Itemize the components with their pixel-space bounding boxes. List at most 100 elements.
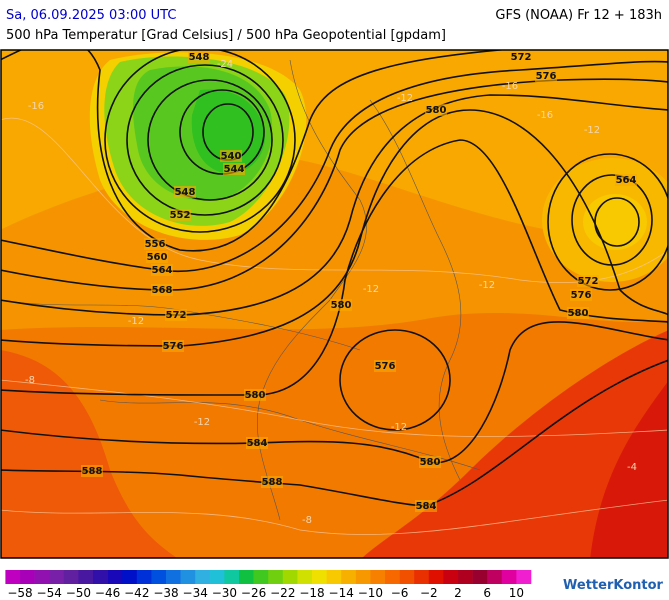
contour-label: 580 xyxy=(331,300,352,311)
legend-swatch xyxy=(5,570,21,584)
contour-label: 548 xyxy=(189,52,210,63)
contour-label: 556 xyxy=(145,239,166,250)
legend-swatch xyxy=(93,570,108,584)
legend-swatch xyxy=(472,570,488,584)
temperature-label: -4 xyxy=(627,462,637,473)
contour-label-bg xyxy=(81,465,103,477)
contour-label-bg xyxy=(615,174,637,186)
legend-swatch xyxy=(487,570,503,584)
temperature-label: -16 xyxy=(537,110,553,121)
contour-label-bg xyxy=(510,51,532,63)
contour-label: 560 xyxy=(147,252,168,263)
contour-label: 544 xyxy=(224,164,245,175)
legend-swatch xyxy=(49,570,65,584)
legend-swatch xyxy=(282,570,298,584)
legend-label: 10 xyxy=(509,586,524,600)
contour-label: 552 xyxy=(170,210,191,221)
legend-swatch xyxy=(224,570,240,584)
contour-label-bg xyxy=(244,389,266,401)
contour-label: 572 xyxy=(511,52,532,63)
legend-swatch xyxy=(20,570,35,584)
legend-swatch xyxy=(136,570,152,584)
contour-label: 576 xyxy=(375,361,396,372)
contour-label-bg xyxy=(220,150,242,162)
contour-label-bg xyxy=(570,289,592,301)
legend-swatch xyxy=(268,570,284,584)
temperature-label: -16 xyxy=(502,81,518,92)
legend-swatch xyxy=(34,570,50,584)
contour-label: 576 xyxy=(536,71,557,82)
contour-label-bg xyxy=(330,299,352,311)
contour-label-bg xyxy=(261,476,283,488)
temperature-label: -12 xyxy=(584,125,600,136)
contour-label-bg xyxy=(169,209,191,221)
legend-swatch xyxy=(341,570,357,584)
temperature-label: -12 xyxy=(479,280,495,291)
subtitle: 500 hPa Temperatur [Grad Celsius] / 500 … xyxy=(6,28,446,43)
legend-swatch xyxy=(312,570,327,584)
legend-swatch xyxy=(355,570,371,584)
contour-label: 588 xyxy=(262,477,283,488)
temperature-label: -12 xyxy=(363,284,379,295)
contour-label: 564 xyxy=(152,265,173,276)
contour-label-bg xyxy=(151,284,173,296)
legend-label: −30 xyxy=(212,586,237,600)
contour-label-bg xyxy=(174,186,196,198)
legend-label: −54 xyxy=(37,586,62,600)
contour-label: 548 xyxy=(175,187,196,198)
legend-swatch xyxy=(516,570,532,584)
temperature-label: -12 xyxy=(391,422,407,433)
contour-label: 580 xyxy=(568,308,589,319)
contour-label: 540 xyxy=(221,151,242,162)
contour-label-bg xyxy=(146,251,168,263)
contour-label: 584 xyxy=(416,501,437,512)
legend-swatch xyxy=(443,570,459,584)
contour-label-bg xyxy=(374,360,396,372)
legend-label: −50 xyxy=(66,586,91,600)
legend-label: −46 xyxy=(95,586,120,600)
legend-swatch xyxy=(385,570,400,584)
legend-swatch xyxy=(122,570,138,584)
logo: WetterKontor xyxy=(563,578,664,593)
legend-swatch xyxy=(399,570,415,584)
legend-label: −6 xyxy=(391,586,409,600)
legend-swatch xyxy=(107,570,123,584)
legend-label: −26 xyxy=(241,586,266,600)
temperature-label: -12 xyxy=(128,316,144,327)
temperature-label: -8 xyxy=(302,515,312,526)
legend-swatch xyxy=(78,570,94,584)
legend-swatch xyxy=(501,570,517,584)
legend-label: −38 xyxy=(153,586,178,600)
legend-swatch xyxy=(253,570,269,584)
map-field xyxy=(1,50,668,558)
legend-label: −42 xyxy=(124,586,149,600)
legend-swatch xyxy=(239,570,254,584)
contour-label-bg xyxy=(162,340,184,352)
contour-label-bg xyxy=(535,70,557,82)
contour-label: 564 xyxy=(616,175,637,186)
contour-label-bg xyxy=(415,500,437,512)
contour-label-bg xyxy=(165,309,187,321)
contour-label-bg xyxy=(567,307,589,319)
contour-label: 572 xyxy=(578,276,599,287)
legend-label: −18 xyxy=(299,586,324,600)
legend-swatch xyxy=(166,570,181,584)
contour-label: 576 xyxy=(163,341,184,352)
contour-label-bg xyxy=(419,456,441,468)
legend-swatch xyxy=(63,570,79,584)
legend-label: −58 xyxy=(7,586,32,600)
legend-label: −10 xyxy=(358,586,383,600)
legend-label: −22 xyxy=(270,586,295,600)
contour-label-bg xyxy=(144,238,166,250)
legend-label: −14 xyxy=(329,586,354,600)
legend-swatch xyxy=(297,570,313,584)
legend-swatch xyxy=(428,570,444,584)
map-frame xyxy=(0,49,669,559)
legend-swatch xyxy=(370,570,386,584)
contour-label-bg xyxy=(223,163,245,175)
temperature-label: -16 xyxy=(28,101,44,112)
contour-label: 580 xyxy=(420,457,441,468)
contour-label-bg xyxy=(577,275,599,287)
